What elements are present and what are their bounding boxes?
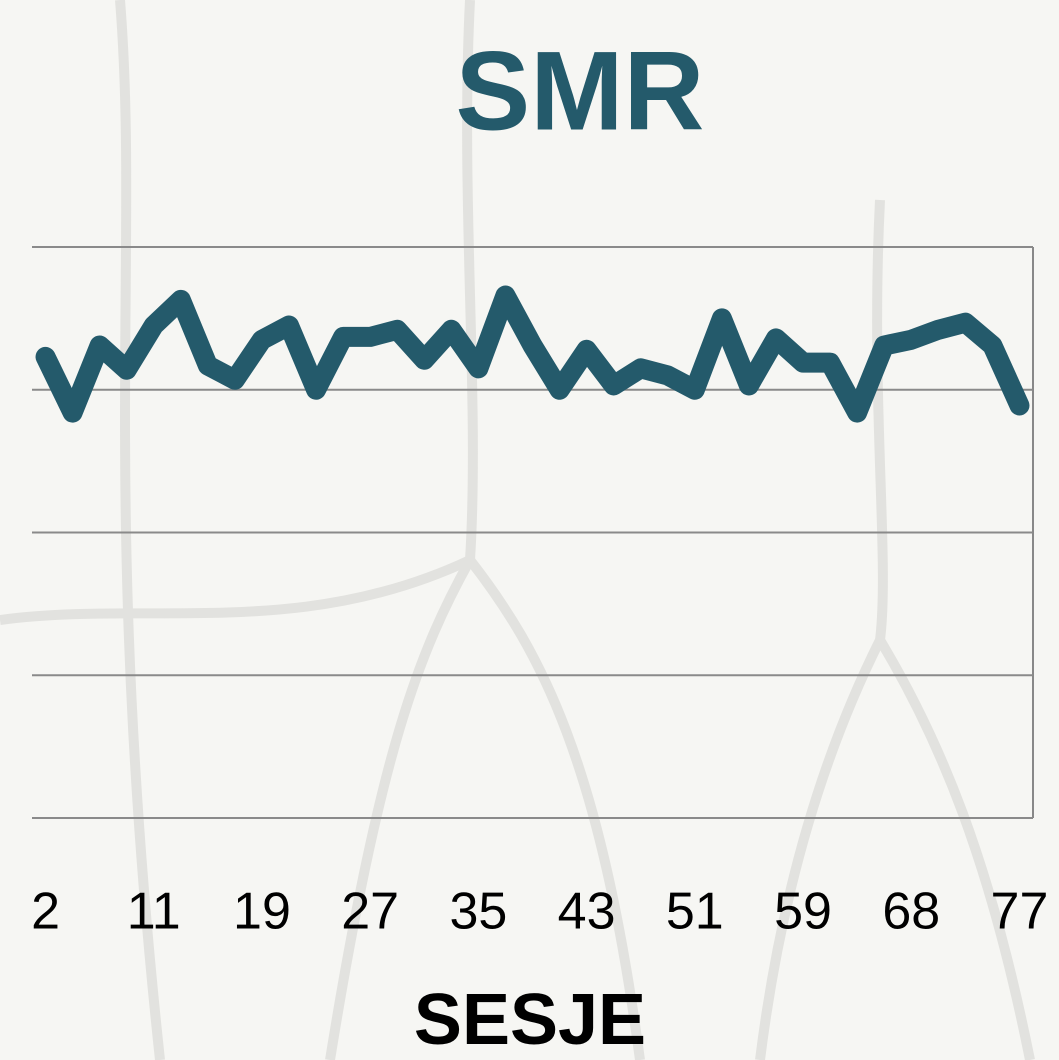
x-tick-label: 27 — [341, 883, 399, 941]
x-tick-label: 77 — [991, 883, 1049, 941]
x-tick-label: 11 — [127, 883, 181, 941]
x-tick-label: 43 — [558, 883, 616, 941]
x-tick-label: 51 — [666, 883, 724, 941]
x-tick-label: 2 — [31, 883, 60, 941]
chart-title: SMR — [456, 29, 705, 154]
x-tick-label: 35 — [449, 883, 507, 941]
x-tick-label: 68 — [882, 883, 940, 941]
x-tick-label: 19 — [233, 883, 291, 941]
x-axis-label: SESJE — [414, 980, 646, 1060]
x-tick-label: 59 — [774, 883, 832, 941]
data-line — [35, 285, 1030, 423]
